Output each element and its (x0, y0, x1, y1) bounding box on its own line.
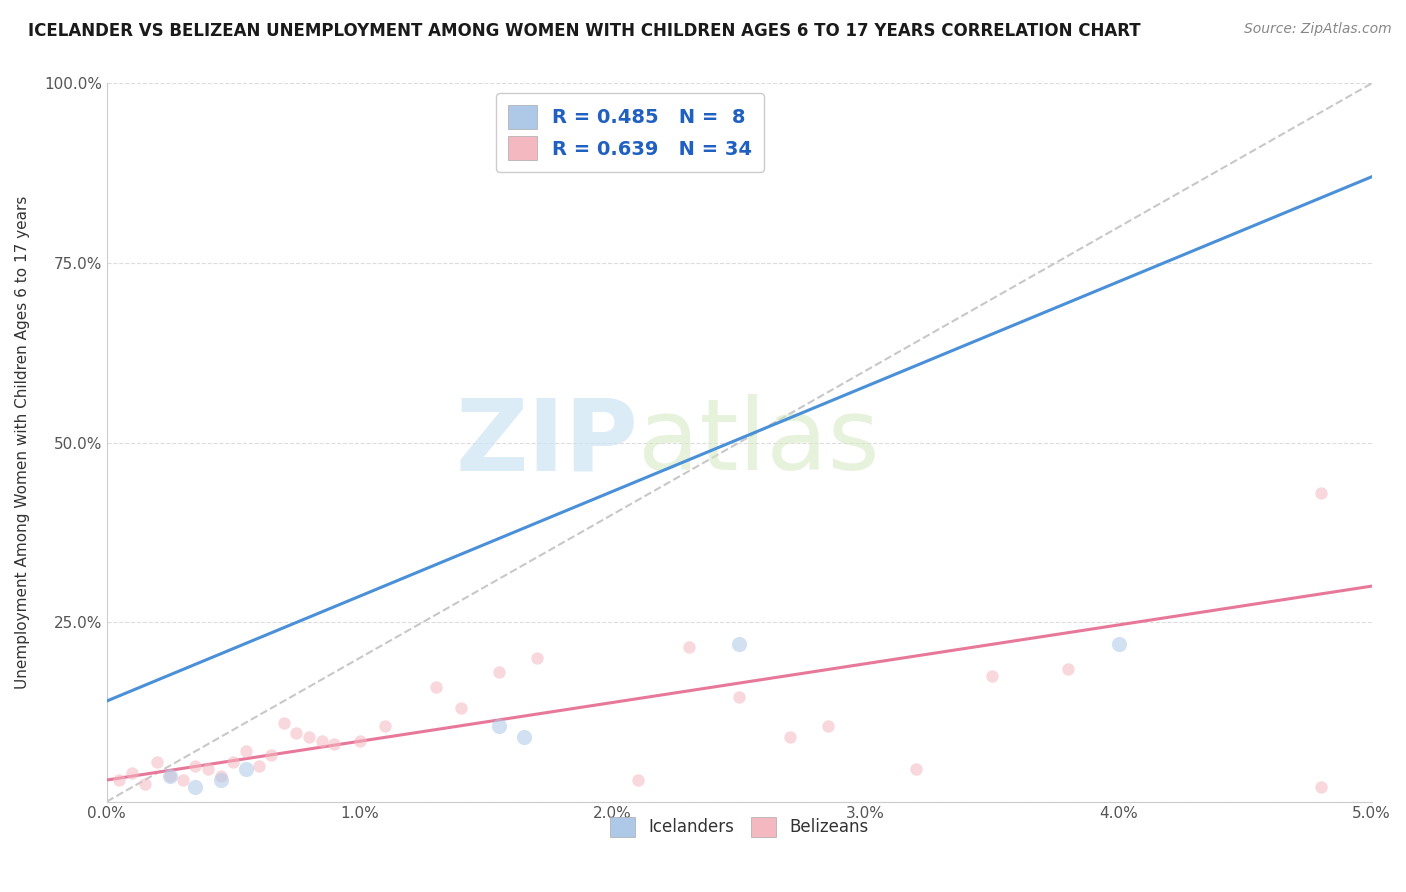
Point (184, 758, 207, 772)
Point (1310, 780, 1333, 795)
Point (298, 730, 321, 744)
Point (450, 701, 472, 715)
Point (285, 726, 308, 740)
Point (425, 680, 447, 694)
Point (981, 669, 1004, 683)
Point (121, 765, 143, 780)
Point (513, 730, 536, 744)
Point (260, 747, 283, 762)
Point (374, 719, 396, 733)
Point (146, 755, 169, 769)
Point (526, 651, 548, 665)
Point (1108, 637, 1130, 651)
Point (728, 690, 751, 705)
Y-axis label: Unemployment Among Women with Children Ages 6 to 17 years: Unemployment Among Women with Children A… (15, 196, 30, 690)
Point (209, 772, 232, 787)
Point (184, 780, 207, 795)
Point (1057, 662, 1080, 676)
Point (817, 719, 839, 733)
Point (323, 737, 346, 751)
Point (273, 715, 295, 730)
Point (311, 733, 333, 747)
Point (728, 637, 751, 651)
Point (247, 758, 270, 772)
Point (1310, 485, 1333, 500)
Point (235, 744, 257, 758)
Point (159, 769, 181, 783)
Point (197, 762, 219, 776)
Text: ICELANDER VS BELIZEAN UNEMPLOYMENT AMONG WOMEN WITH CHILDREN AGES 6 TO 17 YEARS : ICELANDER VS BELIZEAN UNEMPLOYMENT AMONG… (28, 22, 1140, 40)
Point (779, 730, 801, 744)
Point (134, 776, 156, 790)
Text: ZIP: ZIP (456, 394, 638, 491)
Point (627, 772, 650, 787)
Legend: Icelanders, Belizeans: Icelanders, Belizeans (603, 810, 875, 844)
Point (159, 769, 181, 783)
Point (209, 769, 232, 783)
Point (172, 772, 194, 787)
Text: atlas: atlas (638, 394, 880, 491)
Point (235, 762, 257, 776)
Text: Source: ZipAtlas.com: Source: ZipAtlas.com (1244, 22, 1392, 37)
Point (222, 755, 245, 769)
Point (488, 719, 510, 733)
Point (108, 772, 131, 787)
Point (678, 640, 700, 655)
Point (905, 762, 928, 776)
Point (488, 665, 510, 680)
Point (349, 733, 371, 747)
